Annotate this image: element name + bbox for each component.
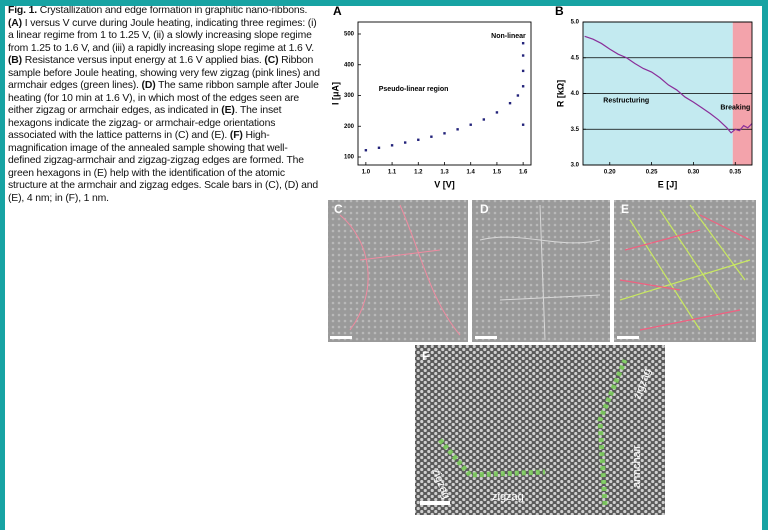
- page: C D E F zigzag zigzag armchair zigzag 10…: [0, 0, 768, 530]
- scale-bar: [330, 336, 352, 339]
- x-tick-label: 1.5: [493, 170, 502, 176]
- y-tick-label: 3.5: [571, 127, 580, 133]
- y-tick-label: 5.0: [571, 20, 580, 26]
- x-tick-label: 1.6: [519, 170, 528, 176]
- y-tick-label: 4.0: [571, 91, 580, 97]
- data-point: [483, 118, 485, 120]
- data-point: [365, 149, 367, 151]
- data-point: [443, 132, 445, 134]
- tem-image: [328, 200, 468, 342]
- data-point: [522, 124, 524, 126]
- panel-e: E: [614, 200, 756, 342]
- x-tick-label: 0.35: [729, 170, 741, 176]
- caption-part: (D): [142, 80, 156, 91]
- x-tick-label: 1.2: [414, 170, 423, 176]
- y-tick-label: 200: [344, 124, 355, 130]
- data-point: [378, 147, 380, 149]
- caption-part: (E): [221, 105, 234, 116]
- data-point: [456, 128, 458, 130]
- panel-label: D: [480, 202, 489, 216]
- data-point: [522, 85, 524, 87]
- annotation: Pseudo-linear region: [379, 86, 449, 93]
- data-point: [522, 70, 524, 72]
- caption-part: (C): [264, 55, 278, 66]
- data-point: [417, 139, 419, 141]
- caption-part: Crystallization and edge formation in gr…: [37, 5, 307, 16]
- y-tick-label: 4.5: [571, 55, 580, 61]
- panel-d: D: [472, 200, 610, 342]
- x-axis-label: V [V]: [434, 179, 455, 189]
- x-tick-label: 1.1: [388, 170, 397, 176]
- annotation: Restructuring: [603, 97, 649, 104]
- x-tick-label: 0.25: [646, 170, 658, 176]
- data-point: [522, 54, 524, 56]
- data-point: [496, 111, 498, 113]
- caption-part: I versus V curve during Joule heating, i…: [8, 18, 317, 54]
- panel-label: E: [621, 202, 629, 216]
- y-tick-label: 500: [344, 32, 355, 38]
- y-tick-label: 400: [344, 62, 355, 68]
- annotation: Breaking: [720, 105, 750, 112]
- panel-label: B: [555, 4, 564, 18]
- caption-part: High-magnification image of the annealed…: [8, 130, 318, 204]
- edge-label: armchair: [631, 445, 643, 488]
- data-point: [509, 102, 511, 104]
- caption-part: Resistance versus input energy at 1.6 V …: [22, 55, 264, 66]
- data-point: [404, 141, 406, 143]
- border: [762, 0, 768, 530]
- plot-frame: [358, 22, 531, 165]
- annotation: Non-linear: [491, 33, 526, 40]
- y-axis-label: R [kΩ]: [555, 80, 565, 107]
- y-tick-label: 100: [344, 155, 355, 161]
- scale-bar: [617, 336, 639, 339]
- panel-label: A: [333, 4, 342, 18]
- tem-image: [415, 345, 665, 515]
- x-axis-label: E [J]: [658, 179, 678, 189]
- x-tick-label: 1.4: [467, 170, 476, 176]
- y-tick-label: 3.0: [571, 163, 580, 169]
- scale-bar: [420, 501, 450, 505]
- data-point: [522, 42, 524, 44]
- panel-label: F: [422, 349, 429, 363]
- x-tick-label: 0.20: [604, 170, 616, 176]
- y-tick-label: 300: [344, 93, 355, 99]
- y-axis-label: I [μA]: [330, 82, 340, 105]
- x-tick-label: 0.30: [688, 170, 700, 176]
- caption-part: Fig. 1.: [8, 5, 37, 16]
- x-tick-label: 1.3: [440, 170, 449, 176]
- caption-part: (B): [8, 55, 22, 66]
- border: [0, 0, 5, 530]
- edge-label: zigzag: [492, 491, 524, 503]
- caption-part: (A): [8, 18, 22, 29]
- border: [0, 0, 768, 6]
- data-point: [391, 144, 393, 146]
- panel-c: C: [328, 200, 468, 342]
- panel-label: C: [334, 202, 343, 216]
- data-point: [517, 94, 519, 96]
- scale-bar: [475, 336, 497, 339]
- panel-f: F zigzag zigzag armchair zigzag: [415, 345, 665, 515]
- x-tick-label: 1.0: [362, 170, 371, 176]
- caption-part: (F): [230, 130, 243, 141]
- data-point: [430, 136, 432, 138]
- data-point: [470, 124, 472, 126]
- caption: Fig. 1. Crystallization and edge formati…: [8, 5, 320, 205]
